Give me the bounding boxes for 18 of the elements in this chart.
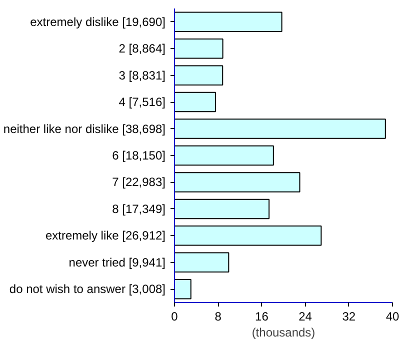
- y-tick-label: extremely dislike [19,690]: [30, 14, 166, 29]
- x-tick-label: 16: [255, 310, 269, 324]
- x-tick-label: 0: [171, 310, 178, 324]
- y-tick-label: 6 [18,150]: [112, 148, 166, 162]
- y-tick-label: 8 [17,349]: [112, 202, 166, 216]
- y-tick-label: 2 [8,864]: [118, 42, 166, 56]
- x-tick-label: 40: [386, 310, 400, 324]
- y-tick-label: do not wish to answer [3,008]: [9, 282, 166, 296]
- y-tick-label: extremely like [26,912]: [45, 228, 166, 243]
- y-tick-label: 4 [7,516]: [118, 95, 166, 110]
- x-axis-title: (thousands): [252, 326, 316, 340]
- x-tick-label: 8: [214, 310, 222, 324]
- y-tick-label: never tried [9,941]: [68, 255, 166, 270]
- x-tick-label: 32: [342, 310, 356, 324]
- y-tick-label: 7 [22,983]: [112, 175, 166, 190]
- y-tick-label: neither like nor dislike [38,698]: [3, 122, 166, 136]
- x-tick-label: 24: [298, 310, 312, 324]
- y-tick-label: 3 [8,831]: [118, 68, 166, 82]
